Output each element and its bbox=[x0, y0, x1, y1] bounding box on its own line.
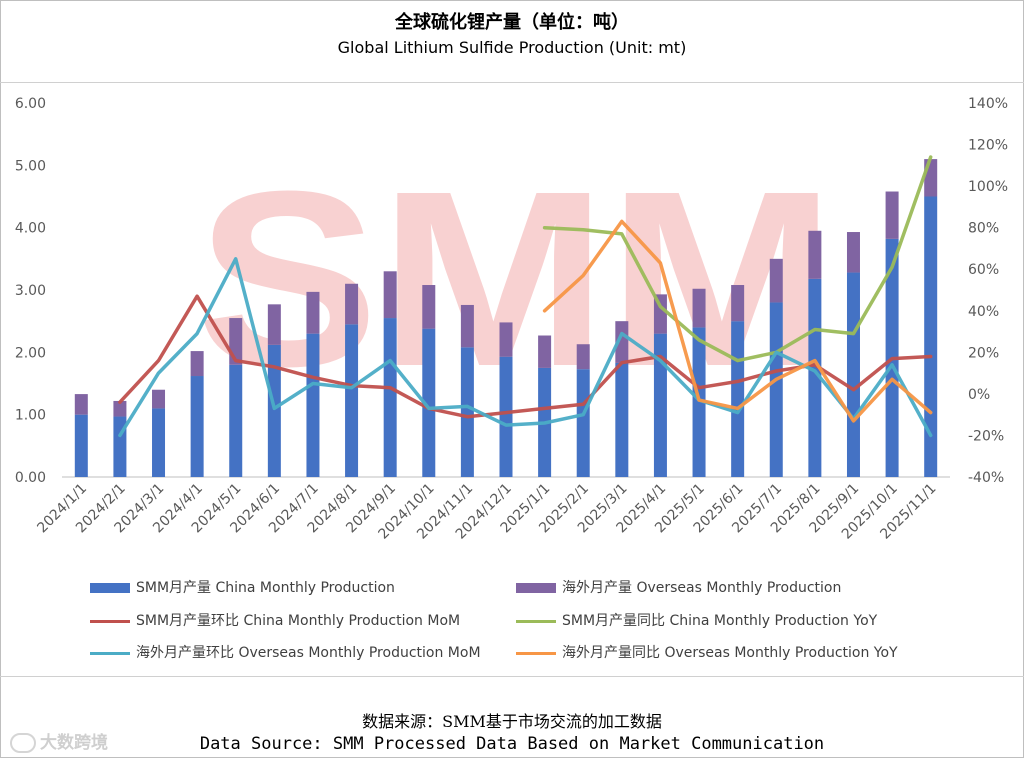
bar-overseas-production bbox=[731, 285, 745, 322]
bar-china-production bbox=[383, 318, 397, 477]
bar-overseas-production bbox=[74, 394, 88, 415]
title-divider bbox=[0, 82, 1024, 83]
legend-label-china-yoy: SMM月产量同比 China Monthly Production YoY bbox=[562, 613, 878, 629]
legend-swatch-overseas-mom bbox=[90, 651, 130, 655]
bar-china-production bbox=[267, 344, 281, 477]
legend-swatch-overseas-yoy bbox=[516, 651, 556, 655]
bar-china-production bbox=[190, 376, 204, 477]
source-divider bbox=[0, 676, 1024, 677]
legend-overseas-mom: 海外月产量环比 Overseas Monthly Production MoM bbox=[90, 642, 481, 662]
bar-china-production bbox=[924, 196, 938, 477]
bar-overseas-production bbox=[422, 285, 436, 329]
bar-china-production bbox=[306, 333, 320, 477]
bar-china-production bbox=[152, 408, 166, 477]
y-tick-label: 1.00 bbox=[15, 408, 46, 424]
legend-china-mom: SMM月产量环比 China Monthly Production MoM bbox=[90, 610, 460, 630]
legend-label-china-mom: SMM月产量环比 China Monthly Production MoM bbox=[136, 613, 461, 629]
bar-china-production bbox=[74, 414, 88, 477]
legend-label-china-production: SMM月产量 China Monthly Production bbox=[136, 580, 395, 596]
y-tick-label: 0.00 bbox=[15, 470, 46, 486]
bar-china-production bbox=[769, 302, 783, 477]
y2-tick-label: 40% bbox=[968, 304, 999, 320]
bar-china-production bbox=[345, 324, 359, 477]
legend-label-overseas-yoy: 海外月产量同比 Overseas Monthly Production YoY bbox=[562, 645, 898, 661]
chart-title-en: Global Lithium Sulfide Production (Unit:… bbox=[337, 38, 687, 57]
line-china-mom bbox=[118, 294, 933, 419]
corner-logo-text: 大数跨境 bbox=[40, 733, 108, 753]
legend-swatch-china-yoy bbox=[516, 619, 556, 623]
bar-overseas-production bbox=[615, 321, 629, 363]
logo-icon bbox=[10, 733, 36, 753]
bar-overseas-production bbox=[538, 335, 552, 368]
y2-tick-label: 60% bbox=[968, 262, 999, 278]
source-en: Data Source: SMM Processed Data Based on… bbox=[199, 734, 825, 754]
source-cn: 数据来源：SMM基于市场交流的加工数据 bbox=[362, 712, 662, 731]
bar-overseas-production bbox=[808, 230, 822, 279]
bar-overseas-production bbox=[306, 291, 320, 334]
bar-overseas-production bbox=[460, 304, 474, 348]
y-tick-label: 4.00 bbox=[15, 221, 46, 237]
bar-overseas-production bbox=[113, 400, 127, 417]
bar-overseas-production bbox=[885, 191, 899, 239]
legend-overseas-production: 海外月产量 Overseas Monthly Production bbox=[516, 577, 841, 597]
bar-china-production bbox=[692, 327, 706, 477]
y2-tick-label: 0% bbox=[968, 387, 990, 403]
bar-china-production bbox=[499, 356, 513, 477]
line-overseas-yoy bbox=[542, 219, 933, 423]
bar-overseas-production bbox=[499, 322, 513, 357]
y2-tick-label: 80% bbox=[968, 221, 999, 237]
bar-china-production bbox=[422, 328, 436, 477]
y2-tick-label: 120% bbox=[968, 138, 1008, 154]
bar-china-production bbox=[615, 362, 629, 477]
line-china-yoy bbox=[542, 155, 933, 363]
legend-china-yoy: SMM月产量同比 China Monthly Production YoY bbox=[516, 610, 877, 630]
y2-tick-label: -40% bbox=[968, 470, 1004, 486]
bar-overseas-production bbox=[190, 351, 204, 377]
y-tick-label: 5.00 bbox=[15, 158, 46, 174]
y-tick-label: 2.00 bbox=[15, 345, 46, 361]
y-tick-label: 3.00 bbox=[15, 283, 46, 299]
line-overseas-mom bbox=[118, 257, 933, 438]
legend-china-production: SMM月产量 China Monthly Production bbox=[90, 577, 395, 597]
bar-china-production bbox=[653, 333, 667, 477]
legend-swatch-overseas-production bbox=[516, 583, 556, 593]
bar-overseas-production bbox=[846, 232, 860, 273]
bar-china-production bbox=[576, 369, 590, 477]
y2-tick-label: 140% bbox=[968, 96, 1008, 112]
bar-overseas-production bbox=[345, 283, 359, 325]
bar-overseas-production bbox=[152, 389, 166, 409]
y2-tick-label: 100% bbox=[968, 179, 1008, 195]
bar-overseas-production bbox=[692, 288, 706, 328]
bar-china-production bbox=[846, 272, 860, 477]
bar-china-production bbox=[460, 347, 474, 477]
legend-label-overseas-production: 海外月产量 Overseas Monthly Production bbox=[562, 580, 842, 596]
legend-label-overseas-mom: 海外月产量环比 Overseas Monthly Production MoM bbox=[136, 645, 481, 661]
y2-tick-label: 20% bbox=[968, 345, 999, 361]
bar-china-production bbox=[229, 364, 243, 477]
corner-logo: 大数跨境 bbox=[10, 728, 108, 753]
legend-overseas-yoy: 海外月产量同比 Overseas Monthly Production YoY bbox=[516, 642, 898, 662]
bar-overseas-production bbox=[267, 304, 281, 345]
legend-swatch-china-mom bbox=[90, 619, 130, 623]
bar-overseas-production bbox=[769, 258, 783, 303]
bar-overseas-production bbox=[576, 344, 590, 370]
y2-tick-label: -20% bbox=[968, 428, 1004, 444]
bar-china-production bbox=[731, 321, 745, 477]
watermark-smm: SMM bbox=[196, 139, 836, 418]
chart-plot: SMM 0.00 1.00 2.00 3.00 4.00 5.00 6.00 -40% -20% 0… bbox=[15, 96, 1008, 543]
bar-overseas-production bbox=[383, 271, 397, 319]
chart-title-cn: 全球硫化锂产量（单位：吨） bbox=[395, 12, 629, 33]
y-tick-label: 6.00 bbox=[15, 96, 46, 112]
legend-swatch-china-production bbox=[90, 583, 130, 593]
